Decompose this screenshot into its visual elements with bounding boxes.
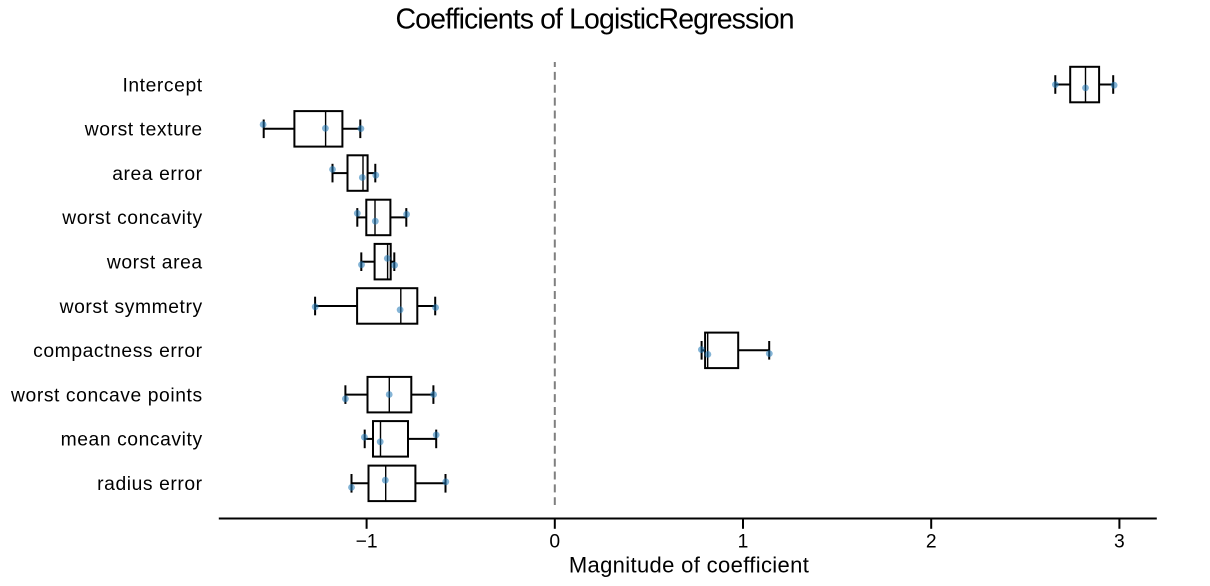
svg-text:2: 2 bbox=[926, 532, 937, 553]
svg-text:−1: −1 bbox=[356, 532, 378, 553]
svg-text:worst area: worst area bbox=[106, 253, 203, 274]
svg-text:3: 3 bbox=[1114, 532, 1125, 553]
svg-text:worst concave points: worst concave points bbox=[10, 385, 203, 406]
svg-text:compactness error: compactness error bbox=[33, 341, 203, 362]
svg-text:Intercept: Intercept bbox=[122, 75, 202, 96]
svg-text:Coefficients of LogisticRegres: Coefficients of LogisticRegression bbox=[396, 4, 794, 36]
svg-text:area error: area error bbox=[112, 164, 202, 185]
svg-text:worst concavity: worst concavity bbox=[61, 208, 203, 229]
svg-text:0: 0 bbox=[549, 532, 560, 553]
svg-text:worst symmetry: worst symmetry bbox=[59, 297, 203, 318]
svg-text:mean concavity: mean concavity bbox=[61, 430, 203, 451]
svg-text:1: 1 bbox=[738, 532, 749, 553]
svg-text:worst texture: worst texture bbox=[84, 120, 203, 141]
svg-text:radius error: radius error bbox=[97, 474, 203, 495]
svg-text:Magnitude of coefficient: Magnitude of coefficient bbox=[569, 553, 809, 578]
